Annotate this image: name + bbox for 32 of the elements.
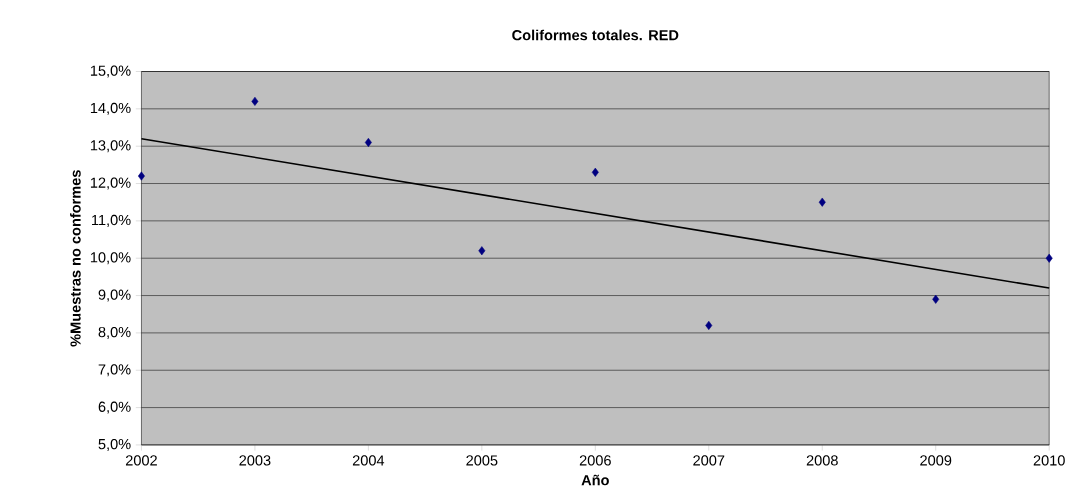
y-axis-title: %Muestras no conformes <box>70 170 81 347</box>
point <box>251 97 259 107</box>
point <box>137 171 145 181</box>
chart-title: Coliformes totales. RED <box>512 29 679 41</box>
x-axis-title: Año <box>581 474 609 486</box>
y-tick-label: 5,0% <box>98 439 131 452</box>
point <box>478 246 486 256</box>
y-tick-label: 14,0% <box>90 103 131 116</box>
point <box>932 295 940 305</box>
point <box>1045 253 1053 263</box>
x-tick-label: 2007 <box>693 455 725 466</box>
y-tick-label: 7,0% <box>98 364 131 377</box>
x-tick-label: 2002 <box>125 455 157 466</box>
x-tick-label: 2005 <box>466 455 498 466</box>
point <box>818 197 826 207</box>
y-tick-label: 12,0% <box>90 177 131 190</box>
y-tick-label: 10,0% <box>90 252 131 265</box>
point <box>364 138 372 148</box>
x-tick-label: 2006 <box>579 455 611 466</box>
y-tick-label: 13,0% <box>90 140 131 153</box>
x-tick-label: 2009 <box>920 455 952 466</box>
point <box>591 168 599 178</box>
y-tick-label: 8,0% <box>98 327 131 340</box>
x-tick-label: 2008 <box>806 455 838 466</box>
y-tick-label: 11,0% <box>92 215 131 228</box>
y-tick-label: 6,0% <box>98 401 131 414</box>
x-tick-label: 2010 <box>1033 455 1065 466</box>
x-tick-label: 2003 <box>239 455 271 466</box>
y-tick-label: 15,0% <box>90 65 131 78</box>
x-tick-label: 2004 <box>352 455 385 466</box>
point <box>705 321 713 331</box>
y-tick-label: 9,0% <box>98 289 131 302</box>
